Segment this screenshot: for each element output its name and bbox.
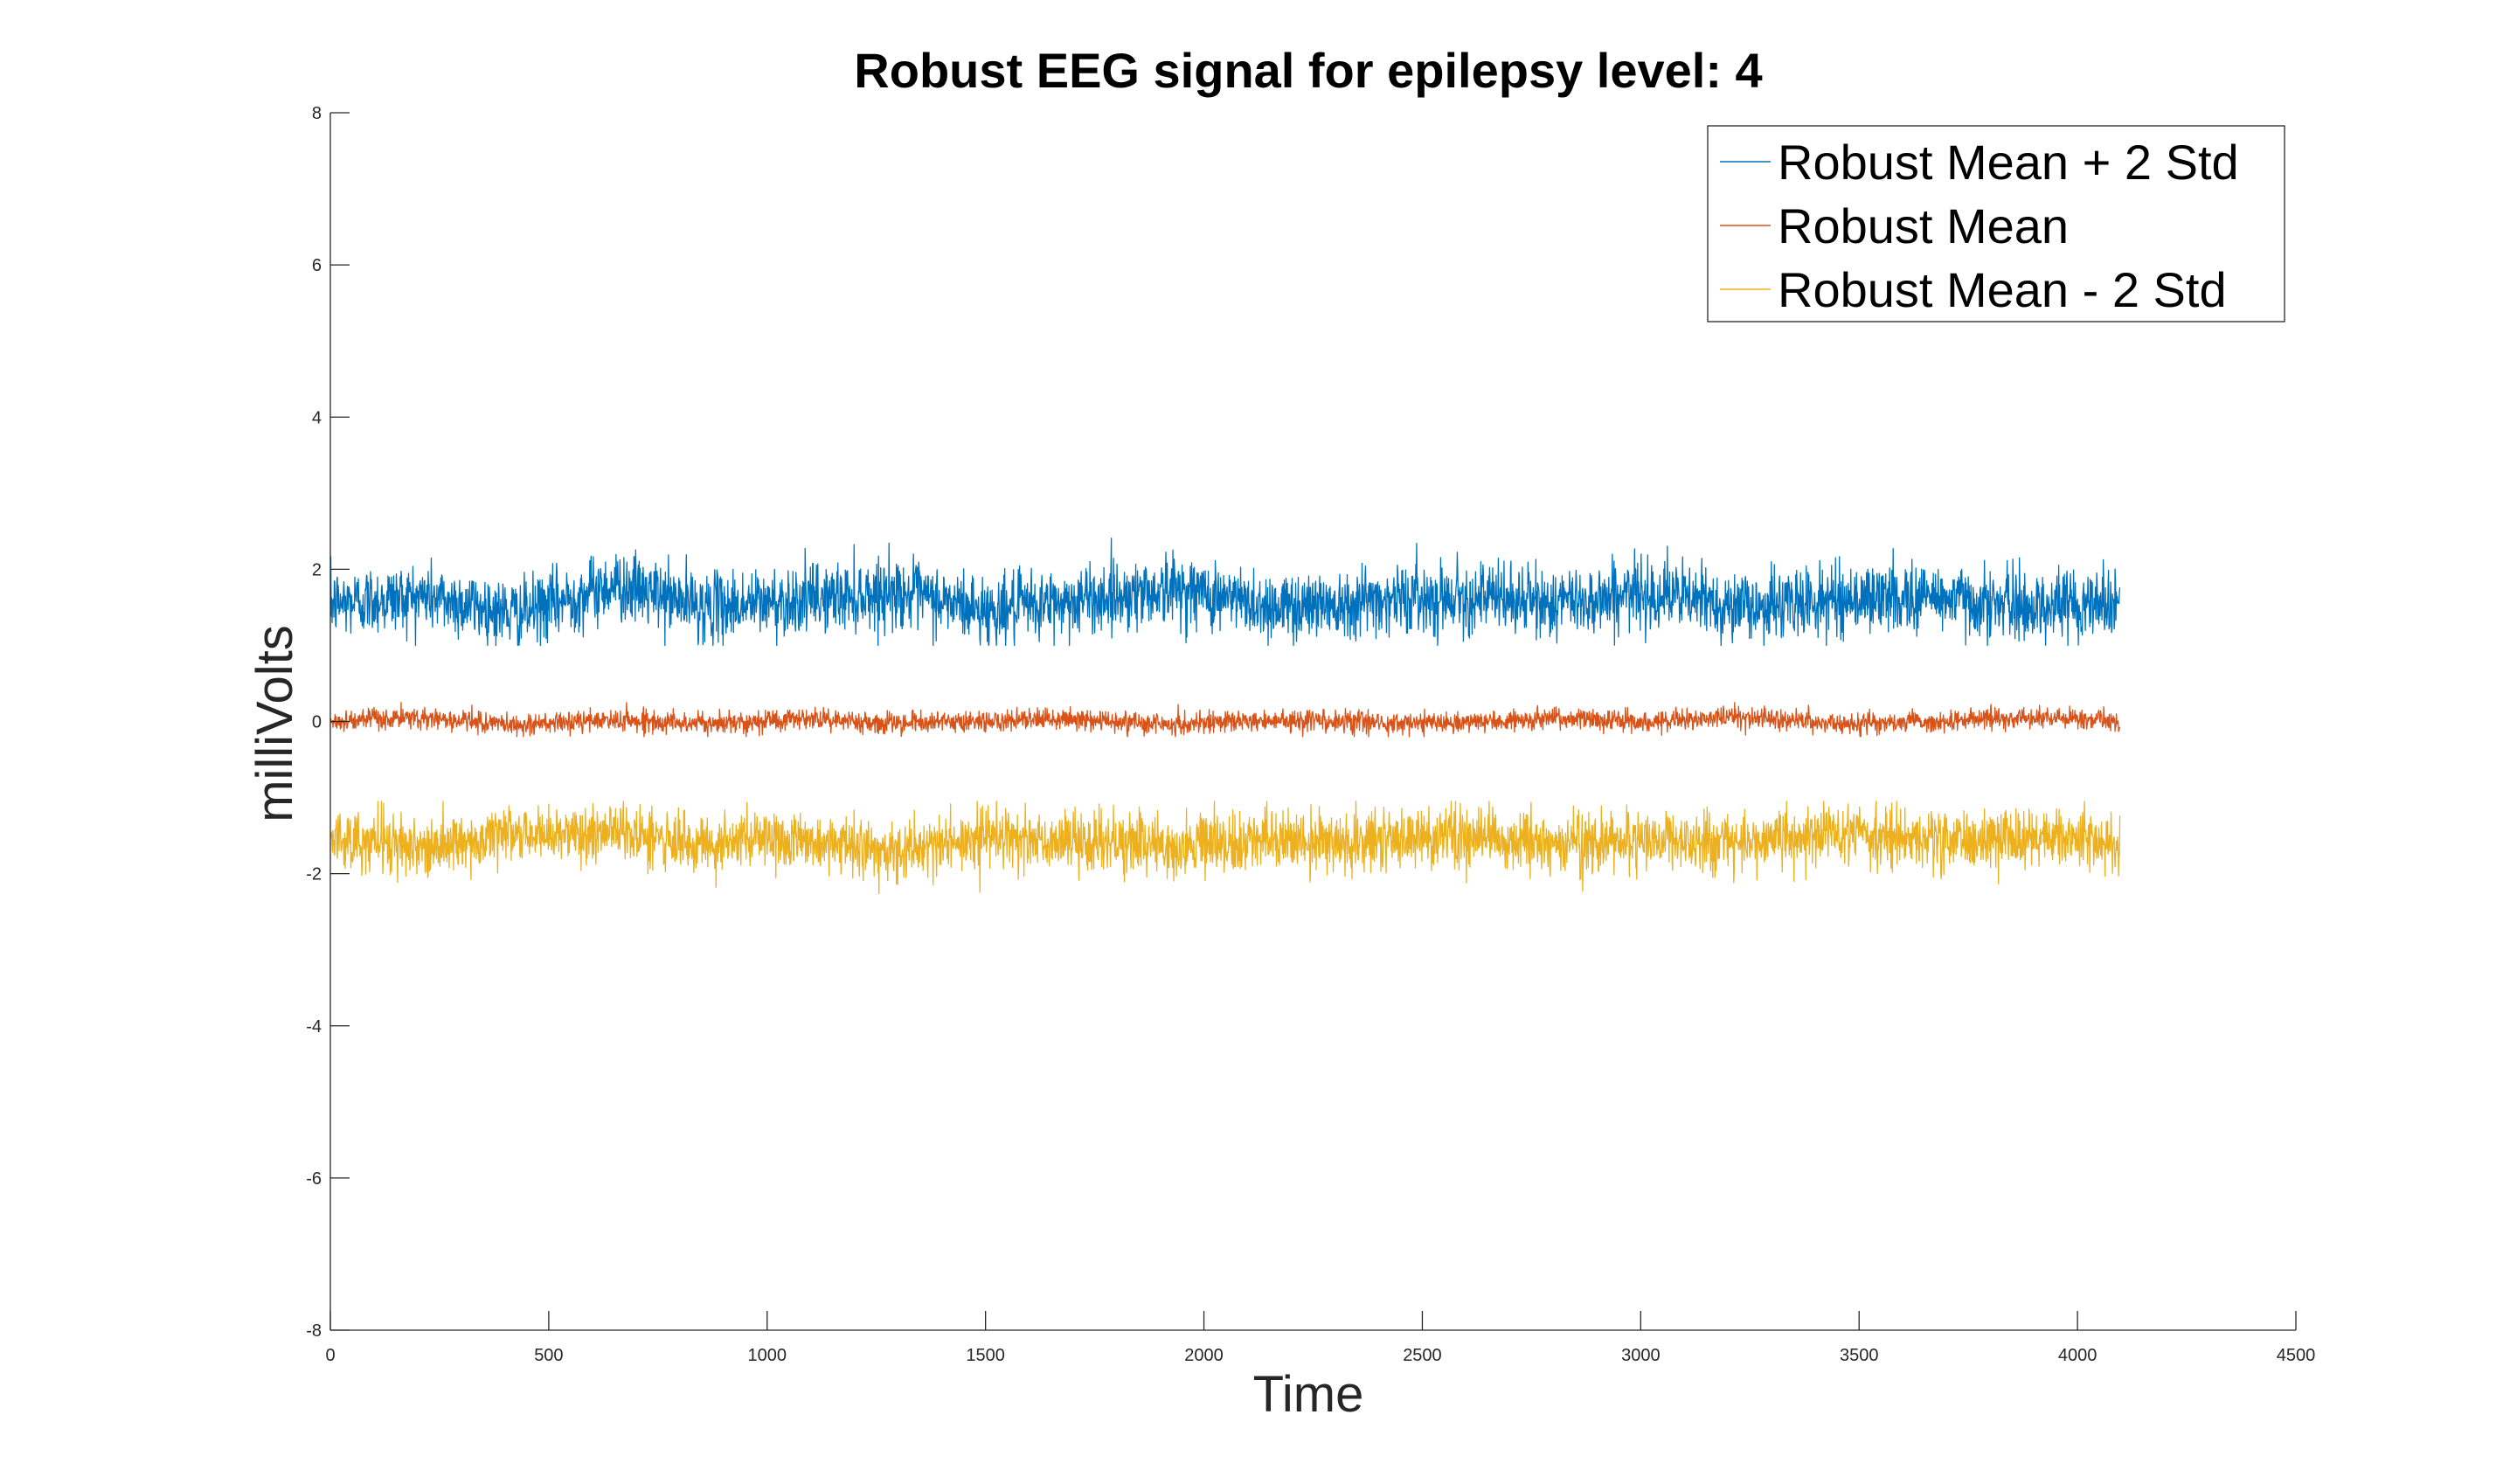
x-tick-label: 500 (534, 1346, 563, 1365)
legend-box (1707, 125, 2285, 322)
series-line-2 (329, 702, 2121, 738)
y-tick-label: -4 (306, 1017, 322, 1037)
x-tick-label: 3000 (1621, 1346, 1661, 1365)
y-tick-label: -2 (306, 865, 322, 884)
legend-label-2: Robust Mean (1778, 198, 2069, 253)
x-tick-label: 4000 (2058, 1346, 2098, 1365)
chart-title: Robust EEG signal for epilepsy level: 4 (854, 43, 1762, 98)
y-axis-label: milliVolts (246, 625, 303, 822)
legend-label-3: Robust Mean - 2 Std (1778, 262, 2227, 317)
x-tick-label: 3500 (1840, 1346, 1879, 1365)
series-line-1 (329, 537, 2121, 647)
x-tick-label: 2000 (1184, 1346, 1224, 1365)
legend: Robust Mean + 2 Std Robust Mean Robust Mea… (1707, 125, 2285, 322)
legend-label-1: Robust Mean + 2 Std (1778, 135, 2239, 190)
x-tick-label: 4500 (2277, 1346, 2316, 1365)
y-tick-label: -6 (306, 1169, 322, 1189)
series-line-3 (329, 801, 2121, 895)
y-tick-label: 2 (312, 560, 322, 579)
x-tick-label: 2500 (1403, 1346, 1442, 1365)
y-tick-label: 6 (312, 256, 322, 275)
y-tick-label: 8 (312, 104, 322, 123)
x-axis-label: Time (1253, 1366, 1364, 1423)
y-tick-label: 4 (312, 408, 322, 427)
y-tick-label: 0 (312, 713, 322, 732)
plot-area: 0 500 1000 1500 2000 2500 3000 3500 4000 4500 -8 -6… (306, 104, 2315, 1365)
x-tick-label: 1500 (966, 1346, 1005, 1365)
x-tick-label: 0 (325, 1346, 335, 1365)
y-tick-label: -8 (306, 1321, 322, 1341)
x-tick-label: 1000 (748, 1346, 787, 1365)
